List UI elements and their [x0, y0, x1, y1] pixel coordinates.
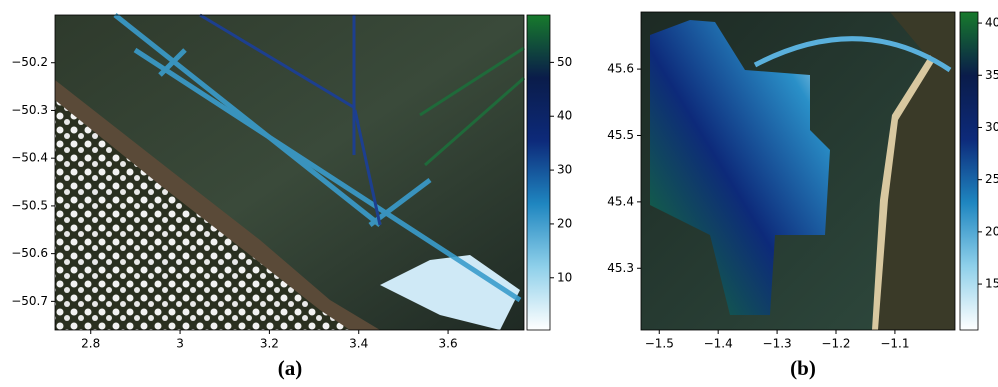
- x-tick-label: −1.3: [763, 337, 792, 351]
- caption: (a): [278, 356, 303, 380]
- y-tick-label: 45.4: [607, 194, 634, 208]
- y-tick-label: −50.7: [11, 294, 48, 308]
- plot-frame: [54, 14, 525, 331]
- plot-frame: [640, 11, 956, 331]
- colorbar-tick-label: 35: [985, 68, 998, 82]
- caption: (b): [790, 356, 816, 380]
- y-tick-label: −50.5: [11, 198, 48, 212]
- imagery-b: [641, 12, 955, 330]
- colorbar-tick-label: 40: [985, 16, 998, 30]
- y-tick-label: 45.6: [607, 62, 634, 76]
- imagery-a: [55, 13, 525, 330]
- x-tick-label: 3.2: [260, 337, 279, 351]
- colorbar: [526, 14, 551, 331]
- x-tick-label: −1.2: [821, 337, 850, 351]
- x-tick-label: −1.1: [880, 337, 909, 351]
- colorbar-tick-label: 10: [557, 270, 572, 284]
- y-tick-label: −50.4: [11, 151, 48, 165]
- colorbar-tick-label: 50: [557, 55, 572, 69]
- colorbar-tick-label: 30: [985, 120, 998, 134]
- colorbar-tick-label: 40: [557, 109, 572, 123]
- x-tick-label: −1.4: [704, 337, 733, 351]
- colorbar-tick-label: 25: [985, 172, 998, 186]
- colorbar-tick-label: 20: [985, 224, 998, 238]
- x-tick-label: −1.5: [645, 337, 674, 351]
- colorbar-tick-label: 20: [557, 216, 572, 230]
- colorbar-tick-label: 15: [985, 277, 998, 291]
- y-tick-label: 45.5: [607, 128, 634, 142]
- y-tick-label: 45.3: [607, 261, 634, 275]
- x-tick-label: 3.4: [349, 337, 368, 351]
- colorbar: [959, 11, 979, 331]
- x-tick-label: 2.8: [81, 337, 100, 351]
- colorbar-tick-label: 30: [557, 163, 572, 177]
- y-tick-label: −50.6: [11, 246, 48, 260]
- y-tick-label: −50.2: [11, 55, 48, 69]
- x-tick-label: 3: [176, 337, 184, 351]
- x-tick-label: 3.6: [439, 337, 458, 351]
- y-tick-label: −50.3: [11, 103, 48, 117]
